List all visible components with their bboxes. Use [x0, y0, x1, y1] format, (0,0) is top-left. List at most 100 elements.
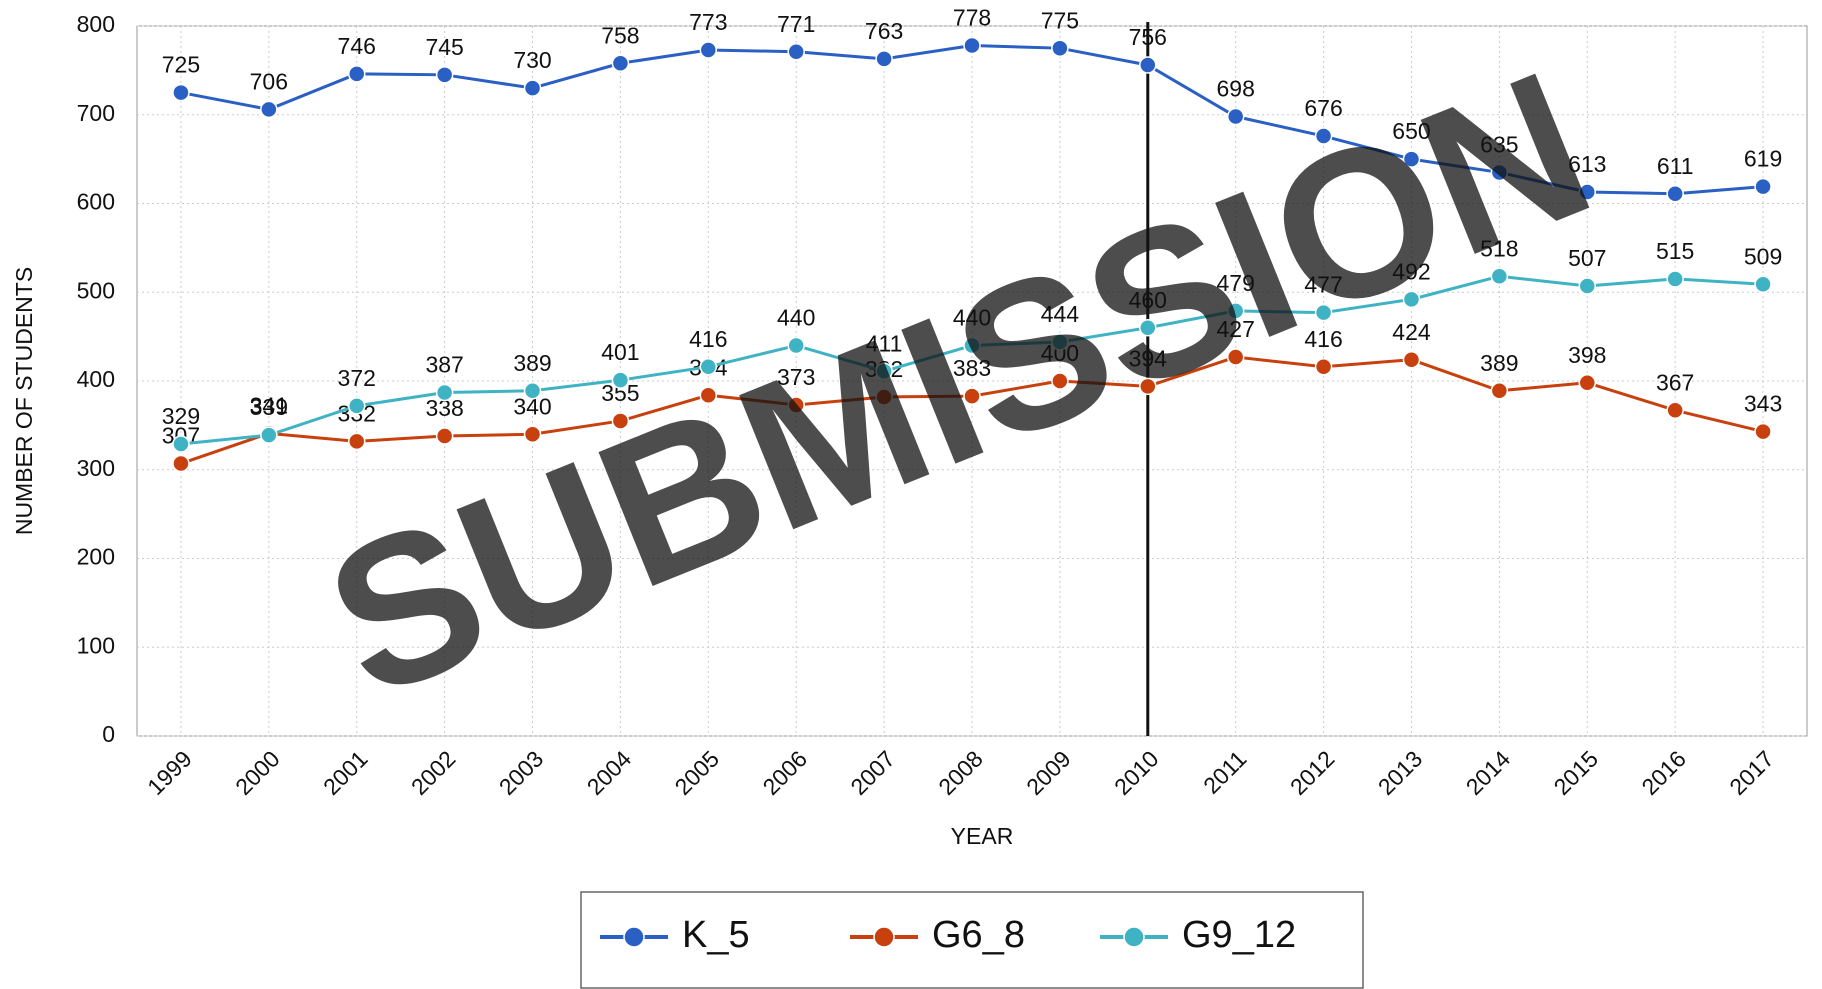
data-label: 746 [338, 33, 376, 59]
data-label: 339 [250, 394, 288, 420]
y-tick-label: 400 [77, 366, 115, 392]
data-point [1666, 270, 1684, 288]
data-label: 440 [953, 305, 991, 331]
data-label: 619 [1744, 146, 1782, 172]
data-label: 611 [1657, 153, 1694, 179]
data-label: 730 [513, 47, 551, 73]
data-label: 341 [250, 392, 288, 418]
data-point [523, 382, 542, 400]
legend-box [580, 891, 1364, 989]
data-point [523, 79, 542, 97]
data-label: 343 [1744, 391, 1782, 417]
data-point [1139, 319, 1157, 337]
data-point [523, 425, 542, 443]
data-point [435, 383, 454, 402]
data-point [1051, 39, 1069, 57]
data-point [260, 100, 278, 119]
x-axis-label: YEAR [951, 823, 1014, 849]
data-label: 698 [1216, 76, 1254, 102]
data-label: 518 [1480, 235, 1518, 261]
data-label: 479 [1216, 270, 1254, 296]
data-point [1402, 350, 1421, 369]
data-point [1139, 56, 1157, 74]
data-label: 387 [425, 352, 463, 378]
data-point [347, 65, 366, 83]
data-point [435, 66, 454, 84]
data-point [435, 427, 454, 445]
data-label: 389 [1480, 350, 1518, 376]
legend-label: G9_12 [1182, 914, 1296, 956]
data-point [1666, 401, 1684, 420]
data-point [611, 412, 630, 430]
y-tick-label: 700 [77, 100, 115, 126]
data-point [963, 36, 981, 55]
data-label: 389 [513, 350, 551, 376]
data-label: 763 [865, 18, 903, 44]
data-point [1754, 275, 1772, 294]
data-label: 424 [1392, 319, 1431, 345]
data-point [1578, 183, 1597, 201]
data-point [1402, 290, 1421, 309]
y-tick-label: 300 [77, 455, 115, 481]
data-label: 778 [953, 5, 991, 31]
data-label: 507 [1568, 245, 1606, 271]
data-point [1666, 184, 1684, 203]
legend-marker [873, 926, 895, 948]
y-tick-label: 800 [77, 11, 115, 37]
data-label: 706 [250, 69, 288, 95]
data-label: 416 [689, 326, 727, 352]
data-label: 775 [1041, 7, 1079, 33]
data-label: 635 [1480, 132, 1518, 158]
legend-marker [623, 926, 645, 948]
data-point [1139, 377, 1157, 396]
data-label: 650 [1392, 118, 1430, 144]
data-label: 440 [777, 305, 815, 331]
data-point [1226, 302, 1245, 320]
data-point [1314, 127, 1333, 145]
legend-label: K_5 [682, 914, 750, 956]
data-point [1754, 177, 1772, 196]
data-label: 444 [1041, 301, 1080, 327]
data-label: 401 [601, 339, 639, 365]
data-label: 416 [1304, 326, 1342, 352]
data-point [172, 435, 190, 453]
data-point [787, 396, 805, 414]
data-label: 745 [425, 34, 463, 60]
data-point [1314, 303, 1333, 322]
data-label: 676 [1304, 95, 1342, 121]
data-point [699, 358, 718, 376]
data-point [260, 426, 278, 444]
y-tick-label: 600 [77, 189, 115, 215]
data-point [347, 432, 366, 451]
data-label: 509 [1744, 243, 1782, 269]
data-label: 771 [777, 11, 815, 37]
data-point [1226, 107, 1245, 126]
data-point [1490, 267, 1509, 286]
y-tick-label: 0 [102, 721, 115, 747]
data-point [699, 41, 718, 59]
data-point [1490, 382, 1509, 400]
data-point [963, 387, 981, 405]
data-label: 613 [1568, 151, 1606, 177]
data-point [1578, 277, 1597, 295]
data-point [1490, 163, 1509, 182]
data-point [875, 388, 893, 406]
data-label: 398 [1568, 342, 1606, 368]
data-point [699, 386, 718, 404]
legend-marker [1123, 926, 1145, 948]
data-point [875, 50, 893, 68]
data-label: 460 [1129, 287, 1167, 313]
data-point [347, 397, 366, 415]
data-label: 725 [162, 52, 200, 78]
data-label: 373 [777, 364, 815, 390]
data-label: 372 [338, 365, 376, 391]
y-tick-label: 500 [77, 277, 115, 303]
data-label: 427 [1216, 316, 1254, 342]
data-label: 515 [1656, 238, 1694, 264]
data-point [1051, 372, 1069, 390]
y-axis-label: NUMBER OF STUDENTS [11, 267, 37, 535]
data-point [611, 54, 630, 73]
data-label: 477 [1304, 272, 1342, 298]
y-tick-label: 200 [77, 544, 115, 570]
